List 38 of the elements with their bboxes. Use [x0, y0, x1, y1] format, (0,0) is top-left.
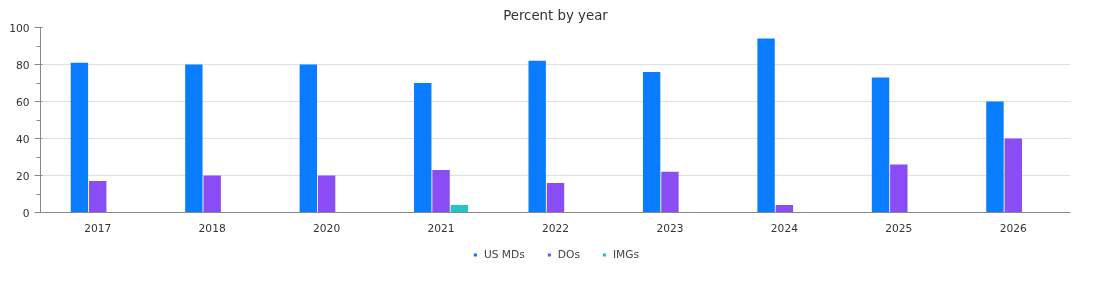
- bar: [185, 64, 203, 213]
- x-tick-label: 2017: [84, 221, 112, 235]
- bar: [986, 101, 1004, 213]
- bar: [871, 77, 890, 213]
- bar: [414, 83, 432, 213]
- bar: [642, 71, 661, 213]
- bar: [203, 175, 221, 213]
- bar: [757, 38, 775, 213]
- legend-label: DOs: [557, 247, 580, 261]
- x-tick-label: 2024: [770, 221, 799, 235]
- bar: [299, 64, 317, 213]
- bar: [70, 62, 89, 213]
- x-tick-label: 2023: [656, 221, 684, 235]
- bar: [890, 164, 908, 213]
- x-tick-label: 2020: [313, 221, 341, 235]
- chart-title: Percent by year: [503, 7, 609, 23]
- x-tick-label: 2026: [999, 221, 1028, 235]
- bar: [89, 181, 107, 213]
- bar: [450, 205, 469, 213]
- bar: [432, 169, 450, 213]
- y-tick-label: 40: [15, 132, 30, 146]
- bar: [661, 171, 679, 213]
- bar: [528, 60, 546, 213]
- bar: [546, 182, 565, 213]
- legend-label: US MDs: [483, 247, 525, 261]
- bar: [775, 205, 794, 213]
- y-tick-label: 80: [15, 58, 30, 72]
- bar: [317, 175, 336, 213]
- x-tick-label: 2021: [427, 221, 455, 235]
- x-tick-label: 2025: [885, 221, 913, 235]
- x-tick-label: 2018: [198, 221, 226, 235]
- bar: [1004, 138, 1022, 213]
- y-tick-label: 20: [15, 169, 30, 183]
- y-tick-label: 100: [9, 21, 30, 35]
- y-tick-label: 0: [22, 206, 30, 220]
- x-tick-label: 2022: [541, 221, 570, 235]
- y-tick-label: 60: [15, 95, 30, 109]
- legend-label: IMGs: [612, 247, 640, 261]
